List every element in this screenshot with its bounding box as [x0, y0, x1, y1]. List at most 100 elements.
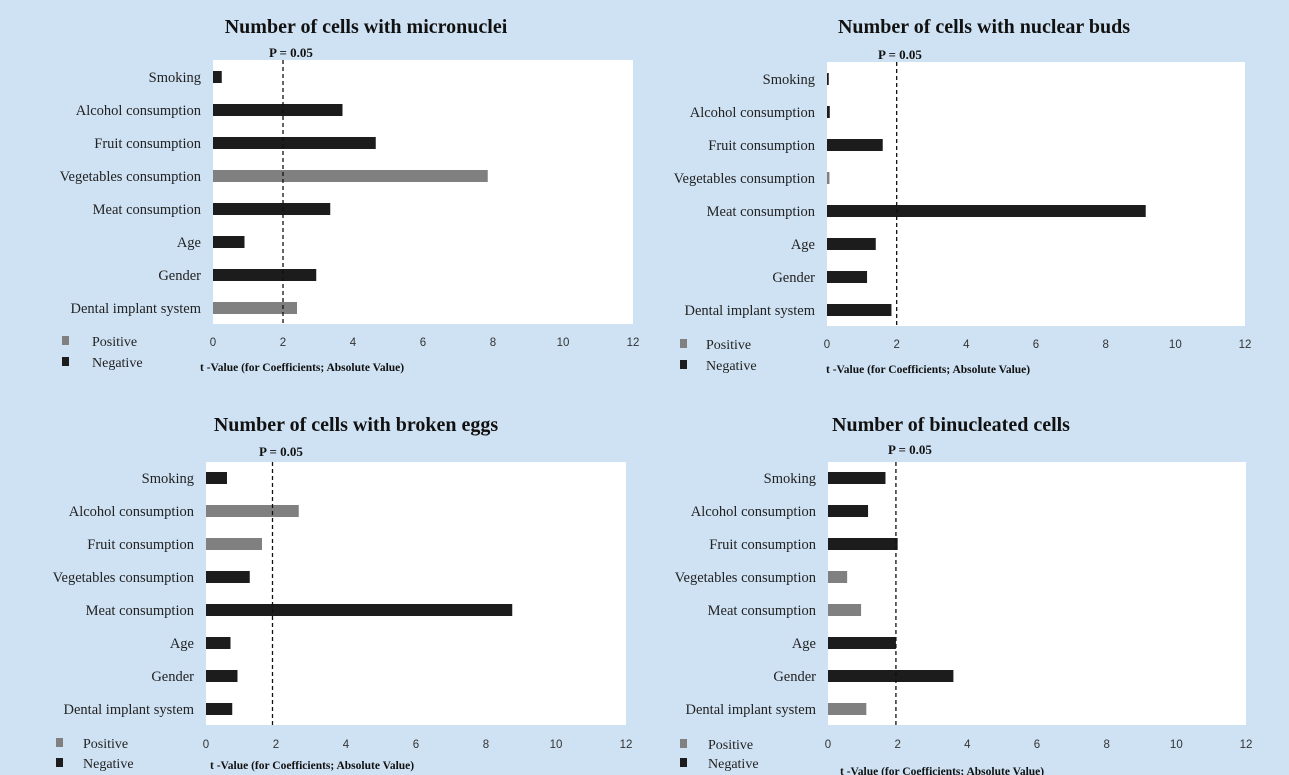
category-label: Meat consumption: [708, 603, 817, 619]
plot-area: [827, 62, 1245, 326]
legend-swatch-negative: [62, 357, 69, 366]
chart-title: Number of cells with broken eggs: [214, 414, 498, 436]
category-label: Meat consumption: [707, 204, 816, 220]
x-axis-label: t -Value (for Coefficients; Absolute Val…: [210, 760, 414, 772]
bar: [213, 137, 376, 149]
x-tick-label: 6: [1034, 739, 1040, 751]
bar: [206, 538, 262, 550]
bar: [827, 139, 883, 151]
category-label: Fruit consumption: [708, 138, 815, 154]
x-axis-label: t -Value (for Coefficients; Absolute Val…: [826, 364, 1030, 376]
legend-label-negative: Negative: [708, 757, 759, 772]
x-tick-label: 12: [627, 337, 640, 349]
x-axis-label: t -Value (for Coefficients; Absolute Val…: [200, 362, 404, 374]
bar: [827, 172, 830, 184]
category-label: Age: [170, 636, 194, 652]
category-label: Age: [791, 237, 815, 253]
threshold-label: P = 0.05: [259, 444, 303, 459]
legend-label-positive: Positive: [708, 738, 753, 753]
threshold-label: P = 0.05: [888, 442, 932, 457]
category-label: Smoking: [763, 72, 815, 88]
category-label: Age: [792, 636, 816, 652]
x-tick-label: 4: [343, 739, 350, 751]
x-tick-label: 10: [550, 739, 563, 751]
category-label: Alcohol consumption: [691, 504, 817, 520]
category-label: Dental implant system: [686, 702, 817, 718]
legend-swatch-positive: [680, 739, 687, 748]
legend-label-positive: Positive: [92, 335, 137, 350]
chart-title: Number of cells with nuclear buds: [838, 16, 1130, 38]
chart-title: Number of cells with micronuclei: [225, 16, 508, 38]
bar: [828, 670, 954, 682]
x-tick-label: 0: [825, 739, 831, 751]
category-label: Meat consumption: [86, 603, 195, 619]
category-label: Vegetables consumption: [674, 171, 816, 187]
x-tick-label: 8: [490, 337, 496, 349]
bar: [827, 205, 1146, 217]
x-tick-label: 2: [273, 739, 279, 751]
bar: [827, 73, 829, 85]
bar: [213, 71, 222, 83]
x-tick-label: 4: [350, 337, 357, 349]
legend-swatch-negative: [56, 758, 63, 767]
x-tick-label: 0: [824, 339, 830, 351]
legend-swatch-positive: [680, 339, 687, 348]
bar: [206, 703, 233, 715]
category-label: Alcohol consumption: [76, 103, 202, 119]
x-tick-label: 8: [483, 739, 489, 751]
x-tick-label: 2: [893, 339, 899, 351]
x-tick-label: 8: [1103, 739, 1109, 751]
bar: [206, 472, 227, 484]
x-axis-label: t -Value (for Coefficients; Absolute Val…: [840, 766, 1044, 775]
bar: [828, 538, 898, 550]
category-label: Fruit consumption: [709, 537, 816, 553]
bar: [206, 505, 299, 517]
bar: [206, 637, 231, 649]
bar: [213, 203, 331, 215]
bar: [828, 604, 862, 616]
category-label: Smoking: [764, 471, 816, 487]
x-tick-label: 12: [1240, 739, 1253, 751]
legend-swatch-positive: [62, 336, 69, 345]
legend-label-negative: Negative: [83, 757, 134, 772]
category-label: Vegetables consumption: [675, 570, 817, 586]
category-label: Gender: [158, 268, 201, 284]
category-label: Dental implant system: [64, 702, 195, 718]
bar: [213, 170, 488, 182]
category-label: Vegetables consumption: [60, 169, 202, 185]
bar: [213, 269, 317, 281]
bar: [827, 238, 876, 250]
x-tick-label: 6: [413, 739, 419, 751]
category-label: Meat consumption: [93, 202, 202, 218]
bar: [828, 703, 867, 715]
x-tick-label: 6: [420, 337, 426, 349]
category-label: Alcohol consumption: [690, 105, 816, 121]
bar: [213, 302, 297, 314]
category-label: Fruit consumption: [87, 537, 194, 553]
bar: [828, 637, 896, 649]
threshold-label: P = 0.05: [878, 47, 922, 62]
legend-swatch-positive: [56, 738, 63, 747]
chart-title: Number of binucleated cells: [832, 414, 1070, 436]
x-tick-label: 4: [964, 739, 971, 751]
category-label: Smoking: [142, 471, 194, 487]
x-tick-label: 12: [620, 739, 633, 751]
bar: [828, 472, 886, 484]
x-tick-label: 6: [1033, 339, 1039, 351]
bar: [206, 670, 238, 682]
legend-label-negative: Negative: [92, 356, 143, 371]
bar: [213, 104, 343, 116]
category-label: Dental implant system: [71, 301, 202, 317]
x-tick-label: 2: [894, 739, 900, 751]
category-label: Gender: [773, 669, 816, 685]
bar: [827, 271, 868, 283]
x-tick-label: 0: [210, 337, 216, 349]
x-tick-label: 8: [1102, 339, 1108, 351]
category-label: Alcohol consumption: [69, 504, 195, 520]
category-label: Vegetables consumption: [53, 570, 195, 586]
x-tick-label: 0: [203, 739, 209, 751]
category-label: Dental implant system: [685, 303, 816, 319]
category-label: Gender: [151, 669, 194, 685]
x-tick-label: 2: [280, 337, 286, 349]
